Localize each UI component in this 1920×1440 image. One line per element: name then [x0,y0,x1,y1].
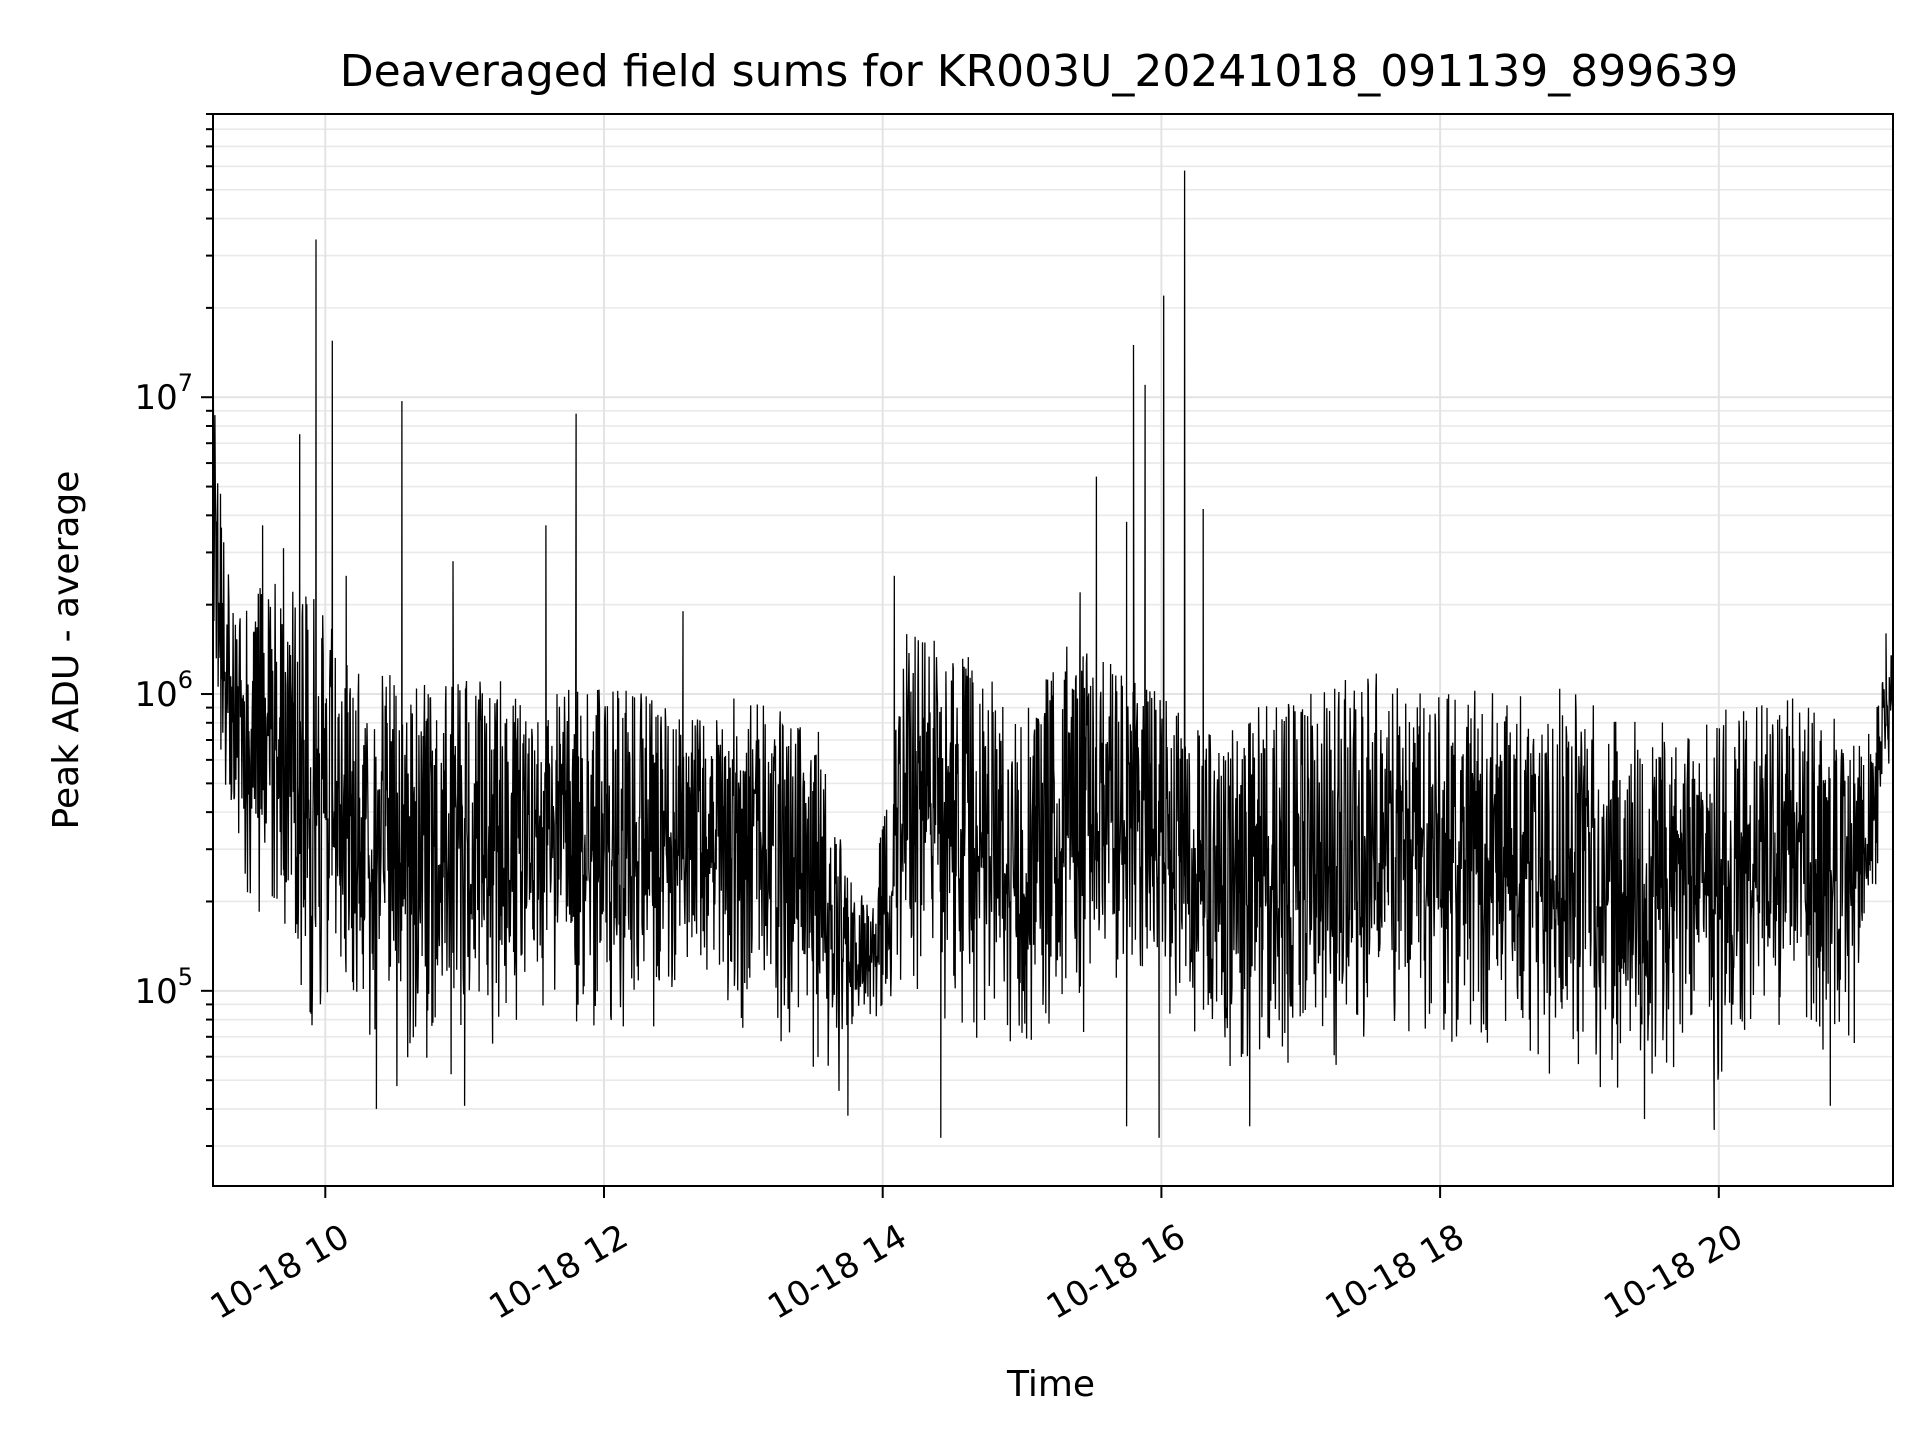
y-axis-label: Peak ADU - average [46,471,87,830]
plot-area-frame [212,113,1894,1187]
x-axis: 10-18 10 10-18 12 10-18 14 10-18 16 10-18 18… [204,1186,1750,1328]
x-axis-label: Time [1006,1364,1095,1405]
x-tick-label: 10-18 18 [1319,1217,1471,1328]
series-layer [212,170,1894,1138]
chart-title: Deaveraged field sums for KR003U_2024101… [340,46,1738,97]
y-tick-label: 105 [134,963,193,1012]
y-tick-label: 107 [134,369,193,418]
x-tick-label: 10-18 16 [1040,1217,1192,1328]
y-tick-label: 106 [134,666,193,715]
x-tick-label: 10-18 10 [204,1217,356,1328]
y-axis: 105 106 107 [134,113,213,1148]
series-line [212,170,1894,1138]
x-tick-label: 10-18 20 [1597,1217,1749,1328]
x-tick-label: 10-18 12 [483,1217,635,1328]
x-tick-label: 10-18 14 [761,1217,913,1328]
